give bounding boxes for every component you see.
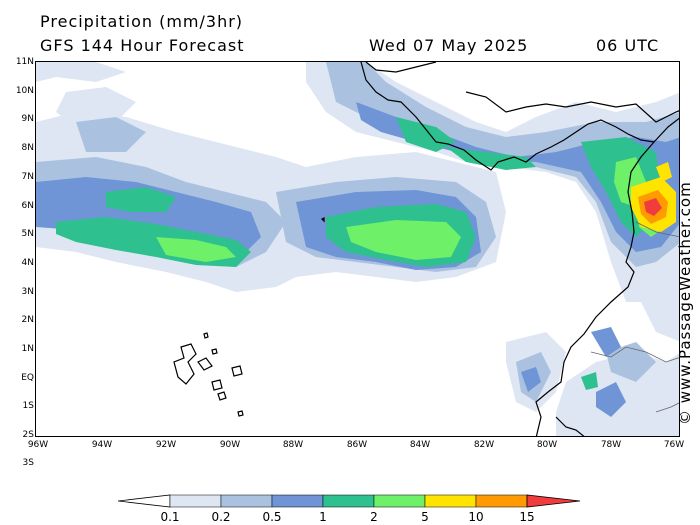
legend-arrow-right (526, 494, 581, 508)
legend-swatch (220, 494, 273, 508)
legend-swatch (424, 494, 477, 508)
lon-label: 94W (91, 440, 113, 450)
map-title: Precipitation (mm/3hr) (40, 12, 244, 31)
lat-label: EQ (21, 373, 34, 383)
legend-swatch (373, 494, 426, 508)
legend-swatch (271, 494, 324, 508)
precipitation-map (35, 61, 680, 437)
forecast-model: GFS 144 Hour Forecast (40, 36, 245, 55)
site-credit: © www.PassageWeather.com (676, 181, 694, 425)
lat-label: 11N (15, 57, 34, 67)
lon-label: 88W (282, 440, 304, 450)
legend-swatch (475, 494, 528, 508)
legend-label: 0.5 (262, 510, 282, 524)
legend-label: 10 (468, 510, 484, 524)
lon-label: 96W (27, 440, 49, 450)
legend-label: 1 (319, 510, 327, 524)
lon-label: 82W (473, 440, 495, 450)
coastline (173, 62, 679, 436)
legend-label: 2 (370, 510, 378, 524)
lat-label: 3S (22, 458, 34, 468)
lon-label: 76W (663, 440, 685, 450)
forecast-date: Wed 07 May 2025 (369, 36, 529, 55)
lat-label: 5N (21, 229, 34, 239)
lat-label: 1S (22, 401, 34, 411)
lon-label: 84W (409, 440, 431, 450)
legend-label: 0.2 (211, 510, 231, 524)
lat-label: 9N (21, 114, 34, 124)
lat-label: 2N (21, 315, 34, 325)
forecast-time: 06 UTC (596, 36, 660, 55)
precip-legend (118, 494, 581, 508)
lat-label: 10N (15, 86, 34, 96)
lat-label: 7N (21, 172, 34, 182)
lon-label: 80W (536, 440, 558, 450)
lon-label: 86W (346, 440, 368, 450)
lat-label: 6N (21, 201, 34, 211)
precip-level-5-plus (631, 162, 676, 232)
map-canvas (36, 62, 679, 436)
lon-label: 92W (155, 440, 177, 450)
legend-swatch (322, 494, 375, 508)
lat-label: 3N (21, 287, 34, 297)
legend-label: 0.1 (160, 510, 180, 524)
legend-label: 5 (421, 510, 429, 524)
lon-label: 90W (219, 440, 241, 450)
lat-label: 1N (21, 344, 34, 354)
legend-swatch (169, 494, 222, 508)
legend-label: 15 (519, 510, 535, 524)
lat-label: 8N (21, 143, 34, 153)
lon-label: 78W (600, 440, 622, 450)
lat-label: 2S (22, 430, 34, 440)
lat-label: 4N (21, 258, 34, 268)
legend-arrow-left (118, 494, 171, 508)
